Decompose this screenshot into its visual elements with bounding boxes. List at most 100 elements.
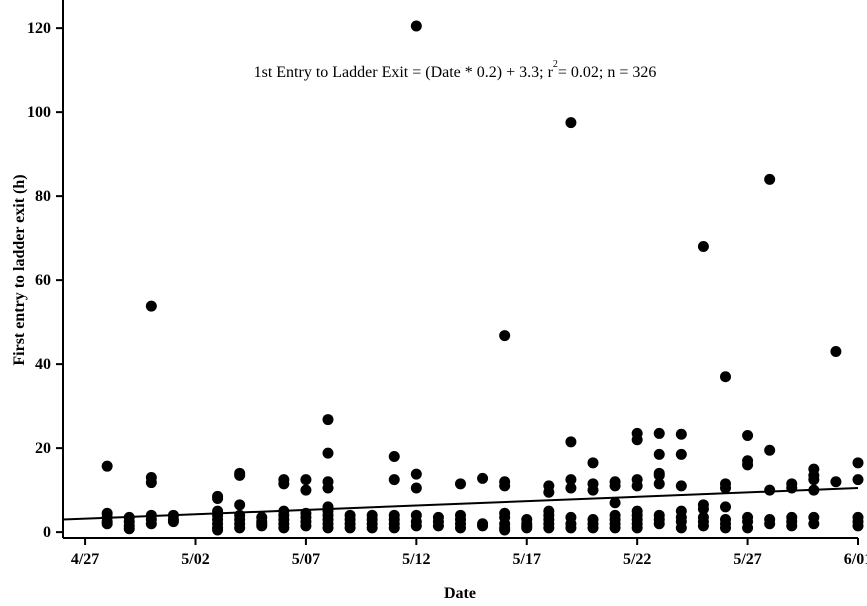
point xyxy=(101,518,113,530)
point xyxy=(742,430,754,442)
point xyxy=(764,173,776,185)
x-tick-label: 5/17 xyxy=(513,551,541,568)
x-axis-title: Date xyxy=(444,585,476,602)
point xyxy=(432,520,444,532)
point xyxy=(631,522,643,534)
point xyxy=(653,518,665,530)
point xyxy=(278,522,290,534)
point xyxy=(609,480,621,492)
point xyxy=(212,493,224,505)
point xyxy=(653,427,665,439)
point xyxy=(675,448,687,460)
point xyxy=(410,520,422,532)
point xyxy=(830,346,842,358)
point xyxy=(300,484,312,496)
point xyxy=(366,522,378,534)
point xyxy=(609,497,621,509)
annotation-superscript: 2 xyxy=(553,59,558,70)
point xyxy=(388,522,400,534)
point xyxy=(234,469,246,481)
point xyxy=(653,478,665,490)
point xyxy=(322,522,334,534)
y-tick-label: 20 xyxy=(35,440,51,457)
point xyxy=(697,241,709,253)
y-axis-title: First entry to ladder exit (h) xyxy=(11,174,28,365)
point xyxy=(212,524,224,536)
point xyxy=(123,523,135,535)
y-tick-label: 40 xyxy=(35,356,51,373)
point xyxy=(852,520,864,532)
point xyxy=(697,503,709,515)
point xyxy=(786,482,798,494)
point xyxy=(101,460,113,472)
point xyxy=(322,414,334,426)
point xyxy=(565,436,577,448)
x-tick-label: 5/02 xyxy=(181,551,209,568)
point xyxy=(499,524,511,536)
point xyxy=(808,474,820,486)
annotation-text: = 0.02; n = 326 xyxy=(558,64,657,81)
annotation: 1st Entry to Ladder Exit = (Date * 0.2) … xyxy=(254,59,657,81)
point xyxy=(543,522,555,534)
point xyxy=(565,117,577,129)
point xyxy=(234,522,246,534)
point xyxy=(720,482,731,494)
point xyxy=(653,469,665,481)
point xyxy=(388,474,400,486)
point xyxy=(852,474,864,486)
x-tick-label: 5/07 xyxy=(292,551,320,568)
point xyxy=(631,480,643,492)
point xyxy=(145,477,157,489)
point xyxy=(830,476,842,488)
point xyxy=(543,486,555,498)
point xyxy=(852,457,864,469)
point xyxy=(764,484,776,496)
point xyxy=(410,482,422,494)
point xyxy=(300,520,312,532)
point xyxy=(565,474,577,486)
y-tick-label: 60 xyxy=(35,272,51,289)
point xyxy=(256,520,268,532)
point xyxy=(742,522,754,534)
point xyxy=(675,480,687,492)
point xyxy=(167,516,179,528)
point xyxy=(764,444,776,456)
point xyxy=(278,478,290,490)
point xyxy=(587,522,599,534)
point xyxy=(499,330,511,342)
point xyxy=(388,451,400,463)
point xyxy=(675,428,687,440)
point xyxy=(609,522,621,534)
point xyxy=(145,518,157,530)
x-tick-label: 5/22 xyxy=(623,551,651,568)
point xyxy=(565,522,577,534)
point xyxy=(653,448,665,460)
point xyxy=(300,474,312,486)
fit-line xyxy=(62,487,859,521)
y-tick-label: 80 xyxy=(35,188,51,205)
point xyxy=(631,434,643,446)
point xyxy=(587,484,599,496)
point xyxy=(786,520,798,532)
point xyxy=(720,371,731,383)
point xyxy=(808,518,820,530)
point xyxy=(455,522,466,534)
point xyxy=(322,447,334,459)
point xyxy=(675,522,687,534)
point xyxy=(720,501,731,513)
y-tick-label: 120 xyxy=(27,20,51,37)
point xyxy=(720,522,731,534)
point xyxy=(697,520,709,532)
point xyxy=(521,522,533,534)
point xyxy=(477,520,489,532)
annotation-text: 1st Entry to Ladder Exit = (Date * 0.2) … xyxy=(254,64,554,81)
x-tick-label: 6/01 xyxy=(844,551,867,568)
point xyxy=(455,478,466,490)
x-tick-label: 4/27 xyxy=(71,551,99,568)
point xyxy=(410,468,422,480)
point xyxy=(410,20,422,32)
point xyxy=(499,480,511,492)
point xyxy=(322,482,334,494)
y-tick-label: 100 xyxy=(27,104,51,121)
